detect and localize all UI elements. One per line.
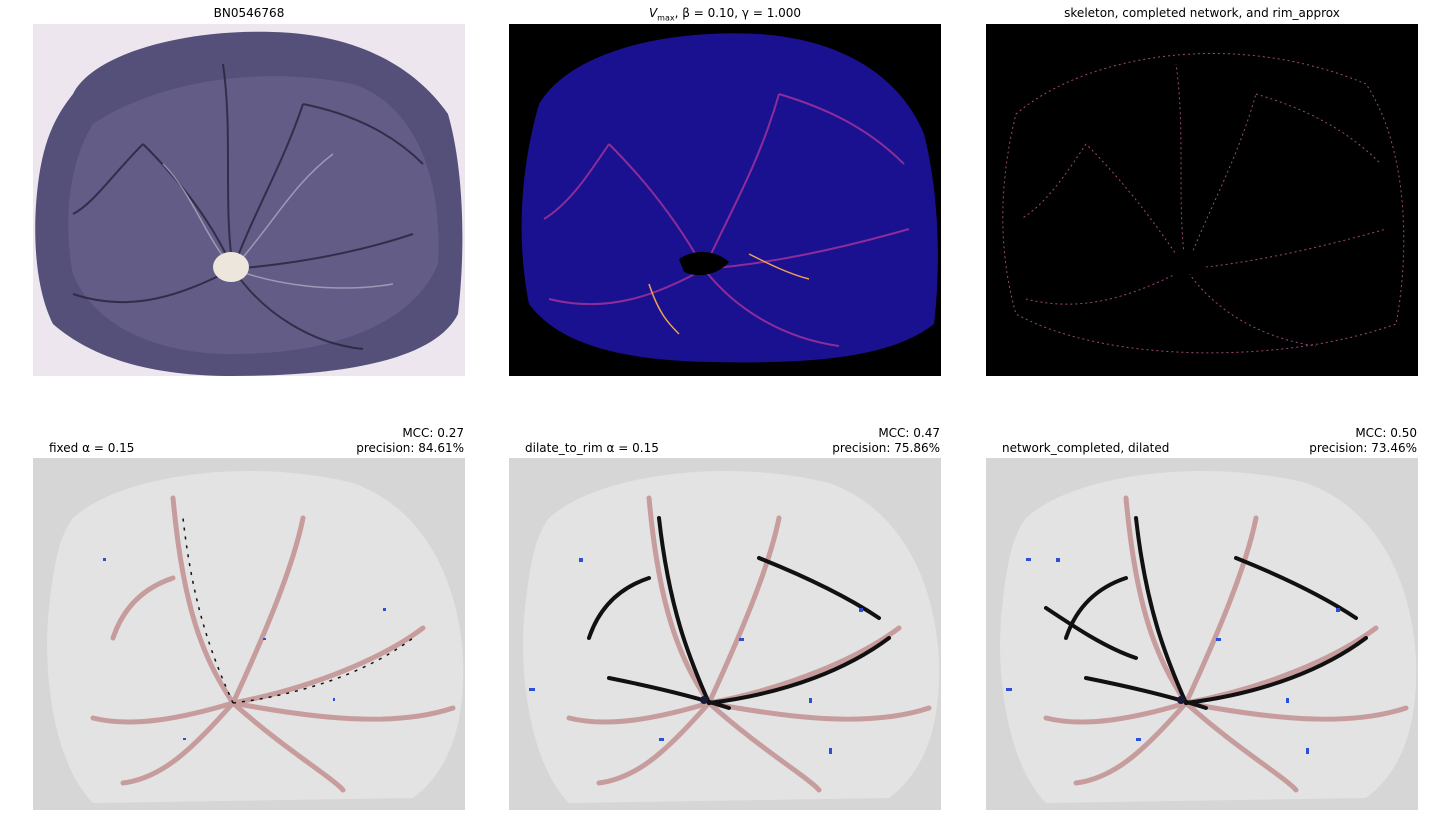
mcc-score: MCC: 0.27: [402, 426, 464, 440]
vesselness-heatmap: [509, 24, 941, 376]
panel-title: BN0546768: [213, 6, 285, 20]
precision-score: precision: 75.86%: [832, 441, 940, 455]
segmentation-image: [33, 458, 465, 810]
panel-title: skeleton, completed network, and rim_app…: [1064, 6, 1340, 20]
precision-score: precision: 84.61%: [356, 441, 464, 455]
panel-title: fixed α = 0.15: [49, 441, 135, 455]
segmentation-image: [509, 458, 941, 810]
placenta-photo-svg: [33, 24, 465, 376]
title-sub: max: [657, 13, 675, 23]
skeleton-image: [986, 24, 1418, 376]
segmentation-svg: [509, 458, 941, 810]
panel-title: network_completed, dilated: [1002, 441, 1170, 455]
skeleton-image-svg: [986, 24, 1418, 376]
precision-score: precision: 73.46%: [1309, 441, 1417, 455]
title-rest: , β = 0.10, γ = 1.000: [674, 6, 802, 20]
segmentation-svg: [986, 458, 1418, 810]
segmentation-image: [986, 458, 1418, 810]
placenta-photo: [33, 24, 465, 376]
segmentation-svg: [33, 458, 465, 810]
vesselness-heatmap-svg: [509, 24, 941, 376]
panel-title: dilate_to_rim α = 0.15: [525, 441, 659, 455]
mcc-score: MCC: 0.50: [1355, 426, 1417, 440]
panel-title: Vmax, β = 0.10, γ = 1.000: [509, 6, 941, 25]
title-v: V: [648, 6, 658, 20]
mcc-score: MCC: 0.47: [878, 426, 940, 440]
